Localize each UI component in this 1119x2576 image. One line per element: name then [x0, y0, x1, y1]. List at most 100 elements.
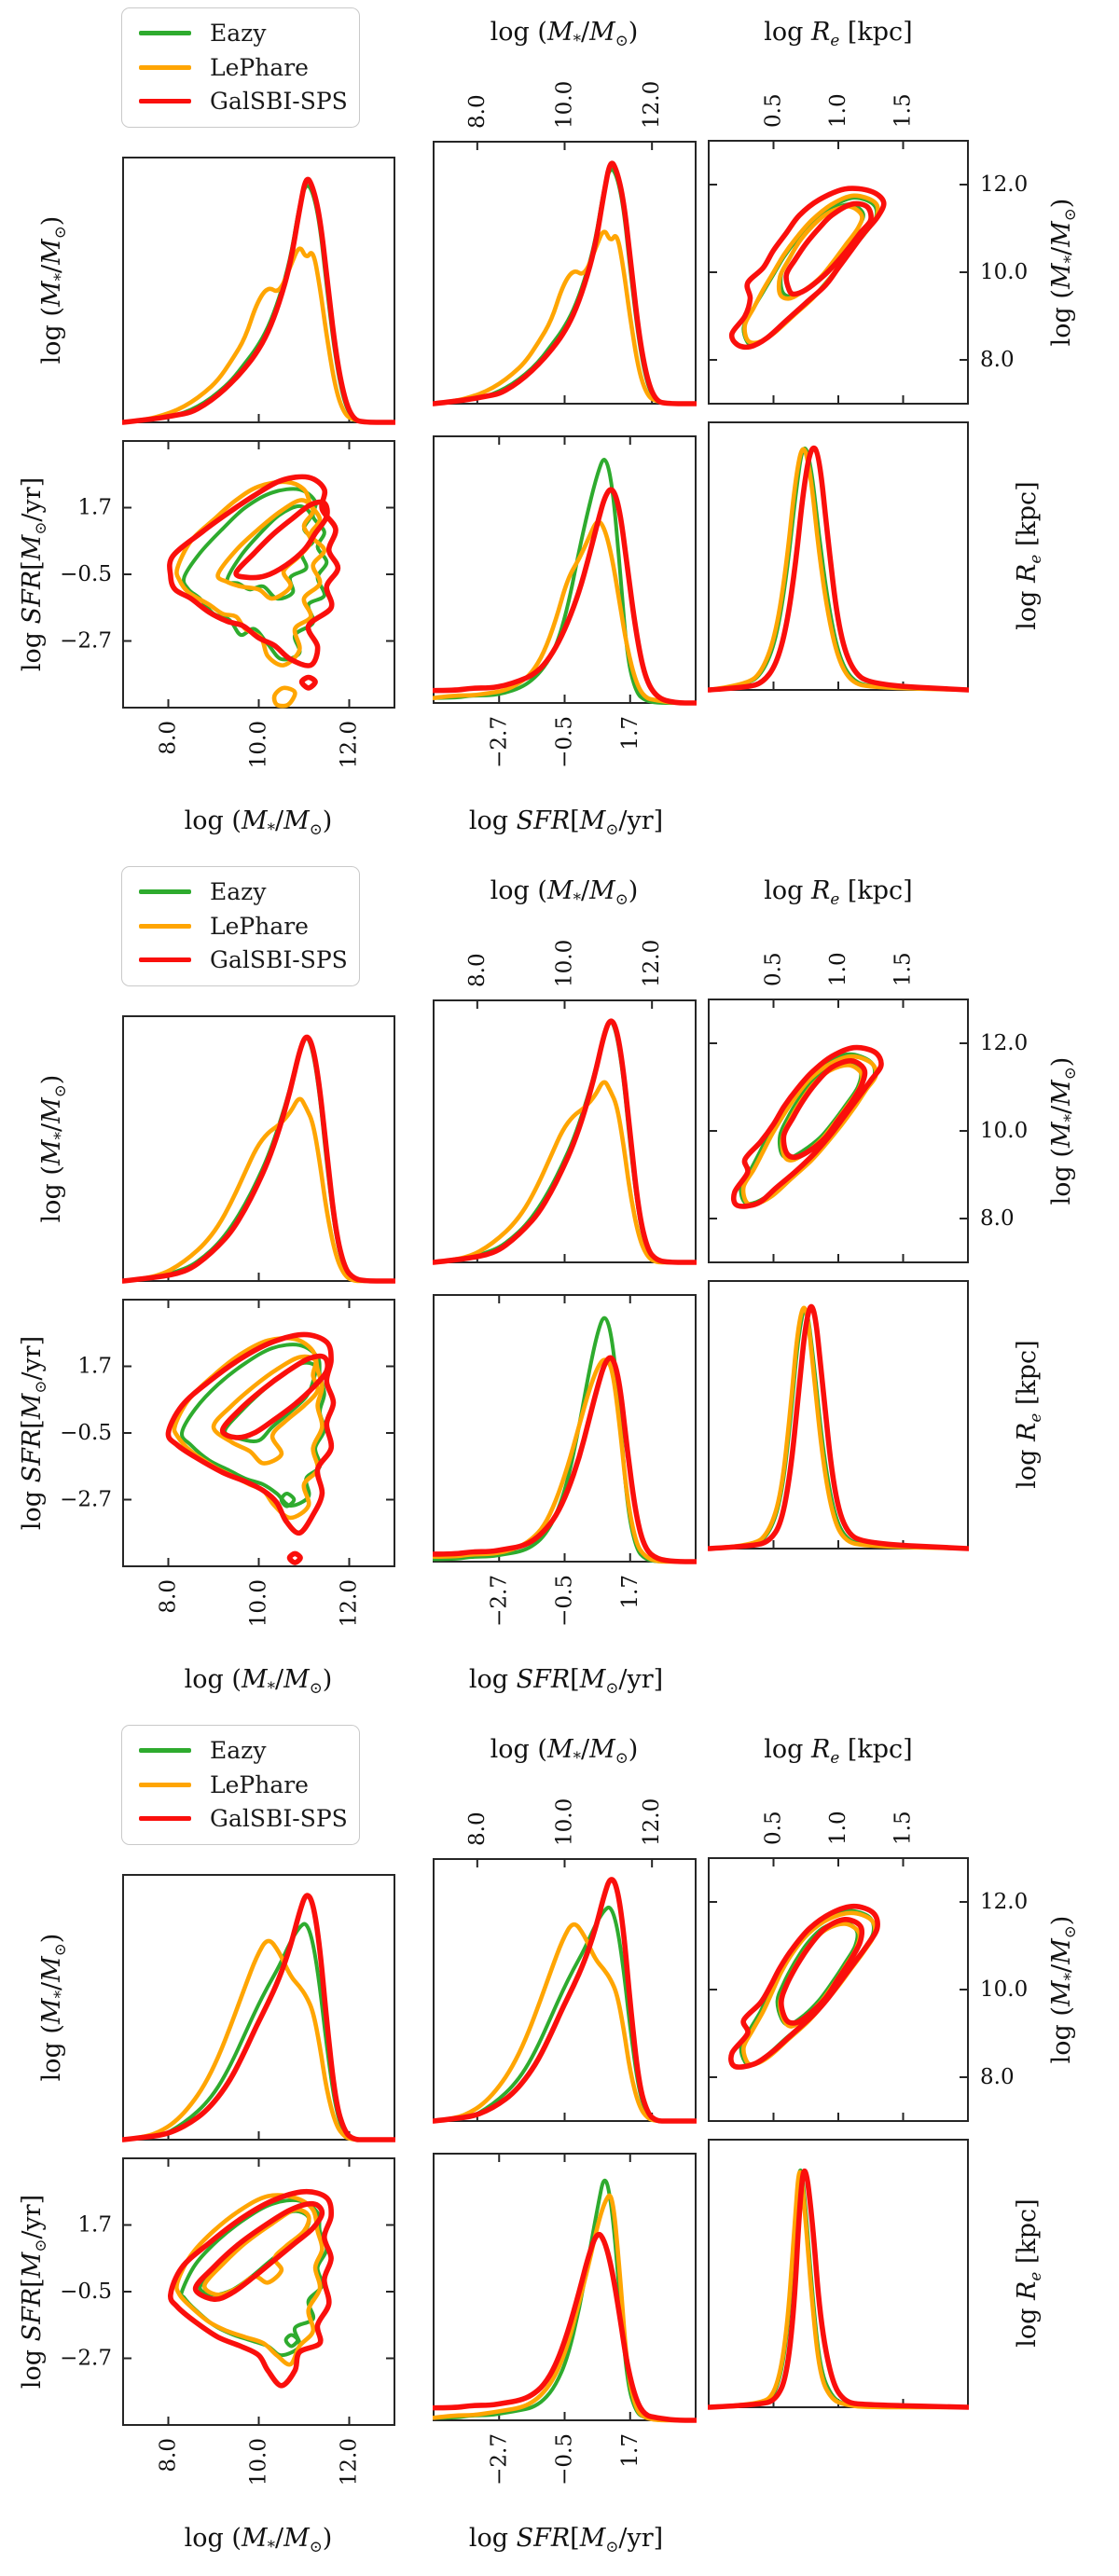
right-ylabel-mstar: log (M*/M⊙)	[1047, 199, 1079, 347]
series-GalSBI-SPS-contour-1	[219, 1353, 331, 1440]
series-layer	[433, 1877, 697, 2124]
math-part: *	[573, 889, 581, 909]
math-part: M	[589, 875, 615, 905]
tick-label: 1.7	[77, 496, 112, 520]
tick-label: 1.7	[77, 1355, 112, 1379]
math-part: [kpc]	[1012, 481, 1042, 555]
series-Eazy-curve	[433, 1019, 697, 1264]
math-part: log	[468, 2523, 517, 2553]
legend-label-lephare: LePhare	[210, 1770, 309, 1798]
math-part: SFR	[516, 1664, 571, 1694]
math-part: M	[546, 17, 573, 47]
series-layer	[433, 1018, 697, 1265]
tick-label: 10.0	[553, 940, 577, 987]
tick-label: −0.5	[553, 1575, 577, 1627]
series-LePhare-contour-2	[271, 685, 297, 709]
math-part: e	[1026, 2271, 1045, 2281]
math-part: log (	[184, 1664, 242, 1694]
series-LePhare-curve	[122, 246, 395, 425]
math-part: log	[468, 806, 517, 835]
series-layer	[708, 445, 969, 693]
series-GalSBI-SPS-curve	[708, 2169, 969, 2410]
math-part: /	[36, 1123, 66, 1133]
math-part: ⊙	[1060, 1925, 1080, 1939]
math-part: /	[274, 806, 284, 835]
title-re: log Re [kpc]	[764, 1735, 912, 1767]
math-part: log	[764, 875, 812, 905]
tick-label: 1.7	[618, 2433, 642, 2468]
math-part: log (	[490, 17, 547, 47]
math-part: R	[811, 1734, 831, 1764]
math-part: ⊙	[309, 1678, 323, 1698]
xlabel-sfr: log SFR[M⊙/yr]	[469, 1665, 663, 1697]
series-LePhare-contour-0	[741, 1910, 877, 2068]
math-part: R	[1012, 2280, 1042, 2300]
series-GalSBI-SPS-curve	[433, 1877, 697, 2124]
legend-label-lephare: LePhare	[210, 53, 309, 81]
plot-sfr-histogram: −2.7 −0.5 1.7	[433, 435, 697, 768]
legend-item-eazy: Eazy	[139, 1738, 342, 1764]
plot-mstar-sfr-contours: 8.0 10.0 12.0 −2.7 −0.5 1.7	[60, 2157, 395, 2486]
tick-label: 1.5	[891, 93, 916, 128]
title-re: log Re [kpc]	[764, 876, 912, 908]
xlabel-mstar: log (M*/M⊙)	[185, 2524, 333, 2555]
tick-label: 12.0	[640, 1798, 664, 1846]
math-part: e	[830, 889, 840, 909]
tick-label: 1.0	[826, 952, 850, 986]
math-part: M	[283, 2523, 310, 2553]
series-layer	[433, 458, 697, 706]
plot-re-mstar-contours: 0.5 1.0 1.5 8.0 10.0 12.0	[708, 93, 1028, 405]
legend-line-lephare	[139, 1782, 191, 1787]
series-GalSBI-SPS-contour-0	[728, 1903, 880, 2070]
math-part: *	[1060, 1973, 1080, 1981]
math-part: ⊙	[31, 1380, 50, 1394]
math-part: ⊙	[1060, 1067, 1080, 1081]
series-GalSBI-SPS-contour-0	[167, 474, 341, 668]
tick-label: 12.0	[338, 1579, 362, 1627]
series-GalSBI-SPS-curve	[708, 1303, 969, 1551]
math-part: ⊙	[605, 1678, 619, 1698]
math-part: SFR	[516, 2523, 571, 2553]
series-LePhare-contour-1	[202, 2207, 311, 2297]
tick-label: 12.0	[980, 1031, 1028, 1055]
math-part: M	[579, 1664, 606, 1694]
math-part: R	[811, 17, 831, 47]
tick-label: −0.5	[553, 716, 577, 768]
series-LePhare-contour-0	[740, 1054, 878, 1207]
plot-mstar-sfr-contours: 8.0 10.0 12.0 −2.7 −0.5 1.7	[60, 1299, 395, 1627]
series-GalSBI-SPS-contour-0	[730, 1044, 884, 1209]
math-part: log	[1012, 2299, 1042, 2348]
series-GalSBI-SPS-curve	[433, 2231, 697, 2423]
math-part: log	[17, 2341, 47, 2390]
series-Eazy-contour-2	[283, 2333, 300, 2349]
ylabel-sfr: log SFR[M⊙/yr]	[18, 1336, 49, 1530]
series-layer	[730, 1044, 884, 1209]
math-part: M	[1046, 263, 1076, 290]
series-GalSBI-SPS-curve	[433, 1018, 697, 1265]
math-part: SFR	[17, 2287, 47, 2342]
series-layer	[122, 1893, 395, 2142]
series-GalSBI-SPS-curve	[433, 160, 697, 406]
math-part: log (	[1046, 289, 1076, 347]
tick-label: 10.0	[553, 1798, 577, 1846]
math-part: [	[570, 2523, 580, 2553]
series-Eazy-curve	[122, 1035, 395, 1283]
xlabel-mstar: log (M*/M⊙)	[185, 1665, 333, 1697]
plot-mstar-histogram-top: 8.0 10.0 12.0	[433, 1798, 697, 2124]
math-part: ⊙	[615, 889, 629, 909]
math-part: *	[50, 273, 70, 282]
tick-label: 10.0	[980, 1977, 1028, 2002]
series-LePhare-curve	[708, 447, 969, 693]
series-LePhare-curve	[708, 2170, 969, 2410]
tick-label: 8.0	[465, 953, 490, 987]
math-part: log (	[490, 1734, 547, 1764]
tick-label: 1.7	[77, 2213, 112, 2238]
tick-label: 1.0	[826, 93, 850, 128]
tick-label: 1.7	[618, 716, 642, 751]
math-part: *	[267, 820, 275, 839]
math-part: M	[1046, 221, 1076, 247]
right-ylabel-mstar: log (M*/M⊙)	[1047, 1057, 1079, 1205]
math-part: ⊙	[615, 31, 629, 50]
math-part: log	[1012, 1440, 1042, 1489]
